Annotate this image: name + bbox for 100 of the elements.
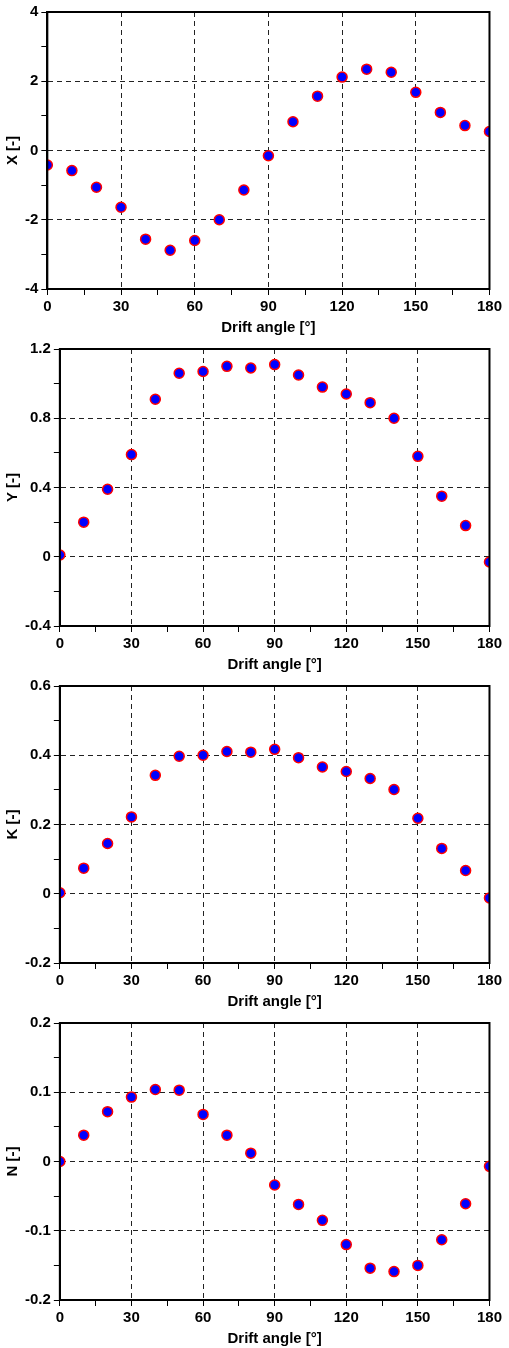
x-tick-label: 30 — [112, 297, 130, 315]
x-tick-label: 150 — [405, 634, 431, 652]
y-tick-label: 0.4 — [29, 745, 52, 763]
point — [459, 519, 472, 532]
x-axis-title: Drift angle [°] — [227, 1329, 322, 1347]
point — [459, 1197, 472, 1210]
point — [245, 746, 257, 758]
x-tick-label: 90 — [266, 1308, 284, 1326]
point — [268, 1179, 281, 1191]
y-tick-label: -0.1 — [24, 1220, 51, 1238]
point — [221, 745, 233, 758]
y-tick-label: 0.2 — [29, 1013, 51, 1031]
point — [101, 837, 114, 850]
point — [188, 234, 201, 247]
point — [434, 106, 447, 119]
point — [213, 214, 226, 226]
y-tick-label: -0.2 — [24, 953, 51, 971]
x-axis-title: Drift angle [°] — [227, 655, 322, 673]
y-tick-label: 0.4 — [29, 477, 52, 495]
x-tick-label: 180 — [476, 634, 502, 652]
point — [360, 63, 373, 75]
y-tick-label: 1.2 — [29, 339, 51, 357]
y-axis-title: K [-] — [3, 809, 21, 840]
point — [340, 388, 353, 400]
point — [364, 396, 376, 409]
point — [336, 71, 348, 83]
x-tick-label: 60 — [194, 1308, 212, 1326]
point — [340, 765, 353, 778]
point — [412, 812, 424, 825]
point — [388, 412, 400, 424]
x-tick-label: 150 — [405, 971, 431, 989]
point — [77, 516, 90, 528]
point — [412, 450, 424, 463]
x-tick-label: 120 — [333, 1308, 359, 1326]
x-tick-label: 90 — [266, 971, 284, 989]
point — [436, 842, 448, 855]
point — [245, 1147, 257, 1159]
x-tick-label: 0 — [55, 634, 65, 652]
point — [287, 116, 299, 128]
point — [90, 181, 103, 193]
point — [149, 393, 162, 405]
point — [101, 483, 114, 495]
y-tick-label: 0 — [42, 1151, 51, 1169]
point — [292, 751, 305, 764]
point — [388, 1265, 400, 1278]
point — [436, 1234, 448, 1246]
y-tick-label: 0.1 — [29, 1082, 51, 1100]
y-tick-label: 0 — [42, 883, 51, 901]
point — [262, 149, 275, 162]
point — [316, 381, 329, 393]
y-tick-label: 0.2 — [29, 814, 51, 832]
point — [101, 1105, 114, 1118]
point — [459, 119, 471, 132]
y-tick-label: -0.2 — [24, 1290, 51, 1308]
point — [125, 1091, 138, 1103]
x-tick-label: 60 — [194, 634, 212, 652]
x-tick-label: 30 — [123, 1308, 140, 1326]
y-tick-label: 4 — [29, 2, 39, 20]
point — [388, 783, 400, 796]
point — [311, 90, 324, 102]
x-axis-title: Drift angle [°] — [227, 992, 322, 1010]
point — [115, 201, 127, 214]
x-tick-label: 30 — [123, 971, 140, 989]
point — [316, 1214, 329, 1227]
x-tick-label: 120 — [329, 297, 355, 315]
point — [173, 750, 185, 763]
y-tick-label: -4 — [24, 279, 39, 297]
point — [197, 365, 209, 378]
point — [268, 743, 281, 756]
point — [292, 369, 305, 381]
point — [412, 1259, 424, 1272]
y-axis-title: Y [-] — [3, 473, 21, 502]
point — [364, 772, 376, 785]
x-tick-label: 120 — [333, 634, 359, 652]
point — [245, 362, 257, 374]
x-tick-label: 0 — [55, 971, 65, 989]
point — [149, 1083, 162, 1096]
y-axis-title: X [-] — [3, 135, 21, 166]
point — [221, 1129, 233, 1141]
point — [459, 864, 472, 877]
y-tick-label: 0.8 — [29, 408, 51, 426]
x-axis-title: Drift angle [°] — [221, 318, 316, 336]
point — [173, 367, 185, 379]
x-tick-label: 180 — [476, 971, 502, 989]
y-tick-label: -2 — [24, 209, 39, 227]
point — [139, 233, 152, 245]
point — [364, 1262, 376, 1274]
x-tick-label: 30 — [123, 634, 140, 652]
y-axis-title: N [-] — [3, 1146, 21, 1177]
point — [292, 1198, 305, 1211]
point — [268, 358, 281, 371]
point — [221, 360, 233, 373]
point — [197, 749, 209, 761]
x-tick-label: 60 — [194, 971, 212, 989]
y-tick-label: -0.4 — [24, 616, 52, 634]
x-tick-label: 180 — [476, 1308, 502, 1326]
x-tick-label: 60 — [186, 297, 204, 315]
point — [436, 490, 448, 502]
point — [238, 184, 250, 196]
y-tick-label: 0.6 — [29, 676, 51, 694]
